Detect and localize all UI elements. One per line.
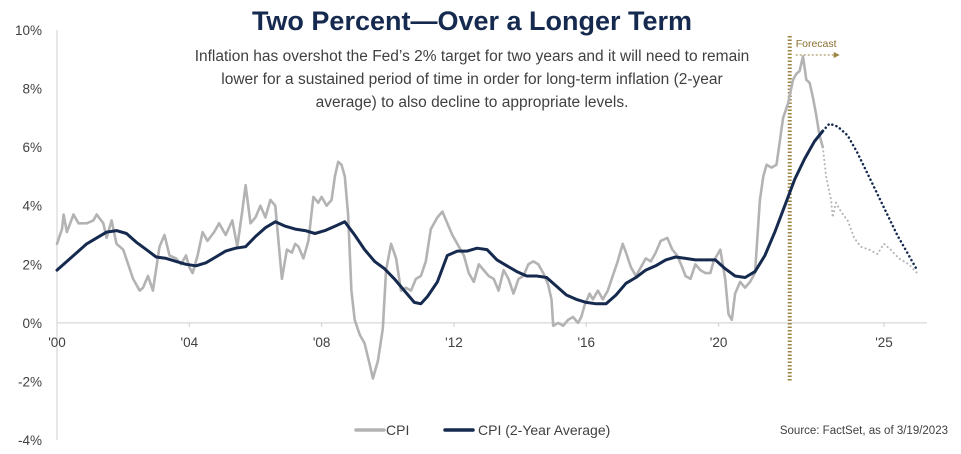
source-note: Source: FactSet, as of 3/19/2023 bbox=[780, 425, 948, 437]
x-tick-label: '04 bbox=[181, 335, 199, 350]
forecast-arrow-icon bbox=[833, 52, 840, 58]
y-axis: -4% -2% 0% 2% 4% 6% 8% 10% bbox=[15, 23, 58, 448]
x-tick-label: '25 bbox=[875, 335, 893, 350]
x-axis: '00 '04 '08 '12 '16 '20 '25 bbox=[48, 322, 927, 350]
y-tick-label: 10% bbox=[15, 23, 42, 38]
chart-title: Two Percent—Over a Longer Term bbox=[252, 6, 692, 36]
legend-label-cpi: CPI bbox=[386, 422, 409, 438]
y-tick-label: -2% bbox=[18, 374, 42, 389]
x-tick-label: '20 bbox=[710, 335, 728, 350]
y-tick-label: -4% bbox=[18, 433, 42, 448]
series-line-2-year-average-forecast bbox=[821, 122, 919, 272]
x-tick-label: '08 bbox=[313, 335, 331, 350]
chart-subtitle-line-2: lower for a sustained period of time in … bbox=[221, 71, 722, 88]
x-tick-label: '00 bbox=[48, 335, 66, 350]
y-tick-label: 6% bbox=[22, 140, 42, 155]
forecast-marker: Forecast bbox=[787, 36, 840, 382]
x-tick-label: '12 bbox=[445, 335, 463, 350]
series-line-cpi-2-year-average bbox=[55, 129, 825, 306]
y-tick-label: 2% bbox=[22, 257, 42, 272]
y-tick-label: 8% bbox=[22, 82, 42, 97]
series-layer bbox=[55, 55, 919, 380]
legend-label-cpi-2yr-avg: CPI (2-Year Average) bbox=[478, 422, 610, 438]
y-tick-label: 0% bbox=[22, 316, 42, 331]
chart-subtitle-line-3: average) to also decline to appropriate … bbox=[316, 94, 629, 111]
forecast-label: Forecast bbox=[796, 38, 837, 50]
legend: CPI CPI (2-Year Average) bbox=[354, 422, 610, 438]
chart-subtitle-line-1: Inflation has overshot the Fed’s 2% targ… bbox=[195, 48, 750, 65]
x-tick-label: '16 bbox=[577, 335, 595, 350]
y-tick-label: 4% bbox=[22, 199, 42, 214]
series-line-cpi-forecast bbox=[821, 146, 919, 275]
